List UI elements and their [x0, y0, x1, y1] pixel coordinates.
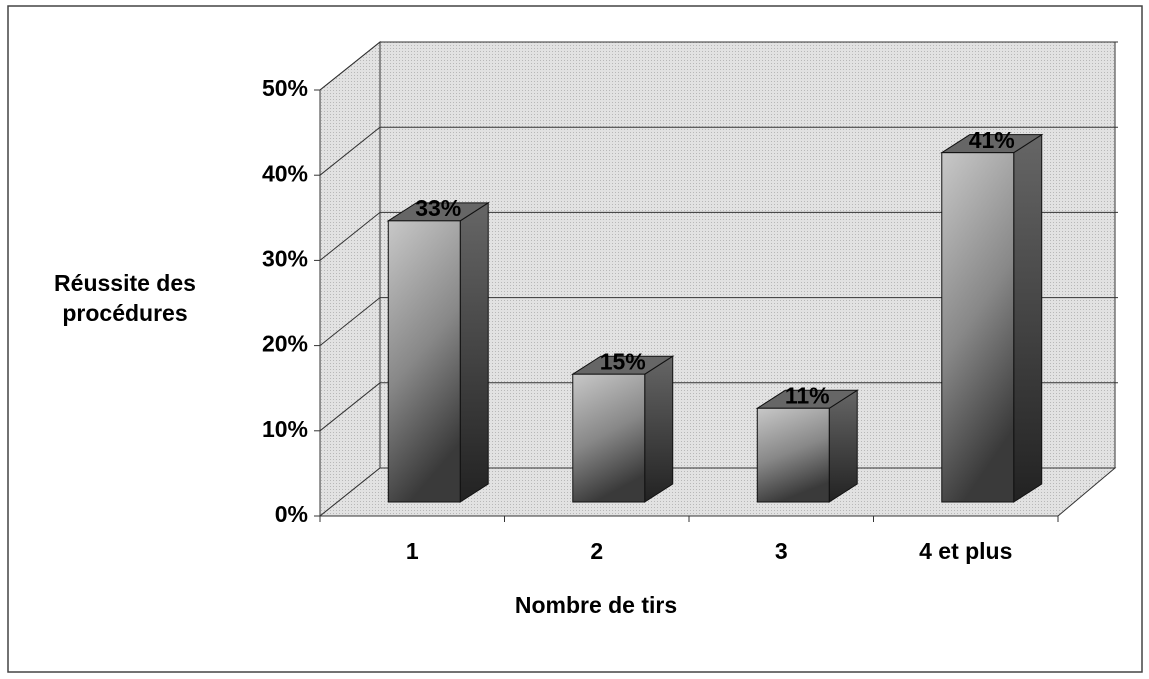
grid-line — [319, 212, 381, 261]
bar-side — [1013, 133, 1043, 503]
bar-side — [828, 389, 858, 503]
x-tick-label: 3 — [775, 538, 788, 564]
y-tick-label: 20% — [262, 331, 308, 357]
data-label: 15% — [600, 348, 646, 374]
data-label: 33% — [415, 195, 461, 221]
grid-line — [319, 382, 381, 432]
y-tick-label: 0% — [275, 501, 308, 527]
y-tick-label: 50% — [262, 75, 308, 101]
data-label: 11% — [785, 382, 830, 408]
x-axis-label: Nombre de tirs — [515, 592, 677, 618]
bar — [756, 407, 830, 503]
grid-line — [319, 297, 381, 346]
grid-line — [319, 41, 381, 91]
y-axis-label: Réussite des procédures — [54, 270, 196, 326]
bar — [941, 152, 1015, 503]
bar-side — [644, 355, 674, 503]
y-tick-label: 40% — [262, 160, 308, 186]
bar — [387, 220, 461, 503]
bar-side — [459, 201, 489, 503]
bar — [572, 373, 646, 503]
x-tick-label: 4 et plus — [919, 538, 1012, 564]
x-tick-label: 1 — [406, 538, 419, 564]
grid-line — [319, 126, 381, 176]
side-wall — [319, 40, 381, 518]
y-tick-label: 30% — [262, 245, 308, 271]
y-tick-label: 10% — [262, 416, 308, 442]
x-tick-label: 2 — [590, 538, 603, 564]
data-label: 41% — [969, 127, 1015, 153]
